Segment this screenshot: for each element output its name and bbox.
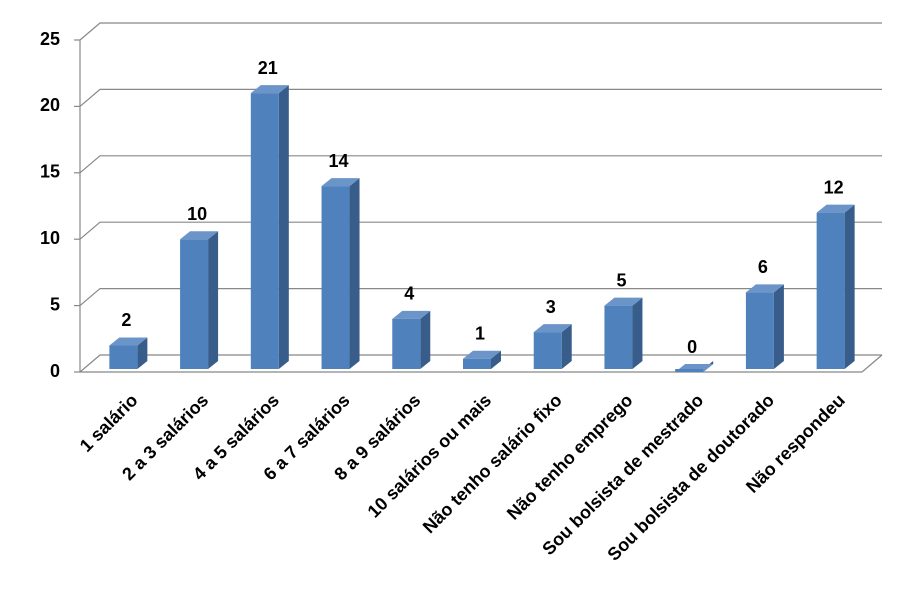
bar-side: [137, 337, 148, 369]
value-label: 1: [475, 323, 485, 343]
bar: [745, 284, 784, 369]
value-label: 10: [187, 204, 207, 224]
bar-top: [250, 85, 289, 94]
bar-top: [604, 297, 643, 306]
bar-side: [632, 297, 643, 369]
bar-front: [392, 318, 421, 369]
bar-front: [463, 358, 491, 369]
bar: [533, 324, 572, 369]
value-label: 21: [258, 58, 278, 78]
y-tick-label: 20: [40, 95, 60, 115]
value-label: 0: [687, 337, 697, 357]
bar-front: [109, 345, 138, 369]
value-label: 14: [329, 151, 349, 171]
bar-side: [420, 310, 431, 369]
bar-side: [278, 85, 289, 370]
grid-line: [79, 288, 882, 307]
bar: [463, 350, 501, 369]
value-label: 4: [404, 284, 414, 304]
y-tick-label: 0: [50, 361, 60, 381]
bar: [321, 178, 360, 369]
value-label: 6: [758, 257, 768, 277]
bar: [250, 85, 289, 370]
bar-front: [604, 305, 633, 369]
bar-front: [180, 239, 209, 369]
y-tick-label: 25: [40, 29, 60, 49]
value-label: 5: [616, 270, 626, 290]
bar-front: [675, 369, 704, 372]
grid-line: [79, 88, 882, 107]
bar-top: [463, 350, 501, 359]
bar-front: [250, 93, 279, 370]
grid-line: [79, 155, 882, 174]
bar-front: [745, 292, 774, 369]
y-tick-label: 5: [50, 294, 60, 314]
bar-side: [561, 324, 572, 369]
floor-right: [861, 354, 883, 373]
bar-front: [533, 332, 562, 369]
x-tick-label: 1 salário: [76, 390, 142, 456]
value-label: 3: [546, 297, 556, 317]
x-tick-label: Não tenho salário fixo: [419, 390, 566, 537]
bar-side: [349, 178, 360, 369]
bar-side: [491, 350, 501, 369]
x-tick-label: 10 salários ou mais: [364, 390, 496, 522]
bar-top: [109, 337, 148, 346]
bar: [816, 204, 855, 369]
bar-side: [208, 231, 219, 369]
bar-top: [321, 178, 360, 187]
grid-line: [79, 221, 882, 240]
bar-side: [773, 284, 784, 369]
value-label: 12: [824, 177, 844, 197]
y-tick-label: 10: [40, 228, 60, 248]
bar-front: [816, 212, 845, 369]
bar-top: [180, 231, 219, 240]
value-label: 2: [121, 310, 131, 330]
bar-top: [392, 310, 431, 319]
y-tick-label: 15: [40, 162, 60, 182]
bar-top: [816, 204, 855, 213]
bar: [392, 310, 431, 369]
bar-side: [844, 204, 855, 369]
bar-front: [321, 186, 350, 369]
bar: [604, 297, 643, 369]
bar-top: [745, 284, 784, 293]
x-tick-label: Não tenho emprego: [503, 390, 637, 524]
bar: [675, 361, 714, 372]
bar: [180, 231, 219, 369]
bar: [109, 337, 148, 369]
grid-line: [79, 22, 882, 41]
bar-top: [533, 324, 572, 333]
